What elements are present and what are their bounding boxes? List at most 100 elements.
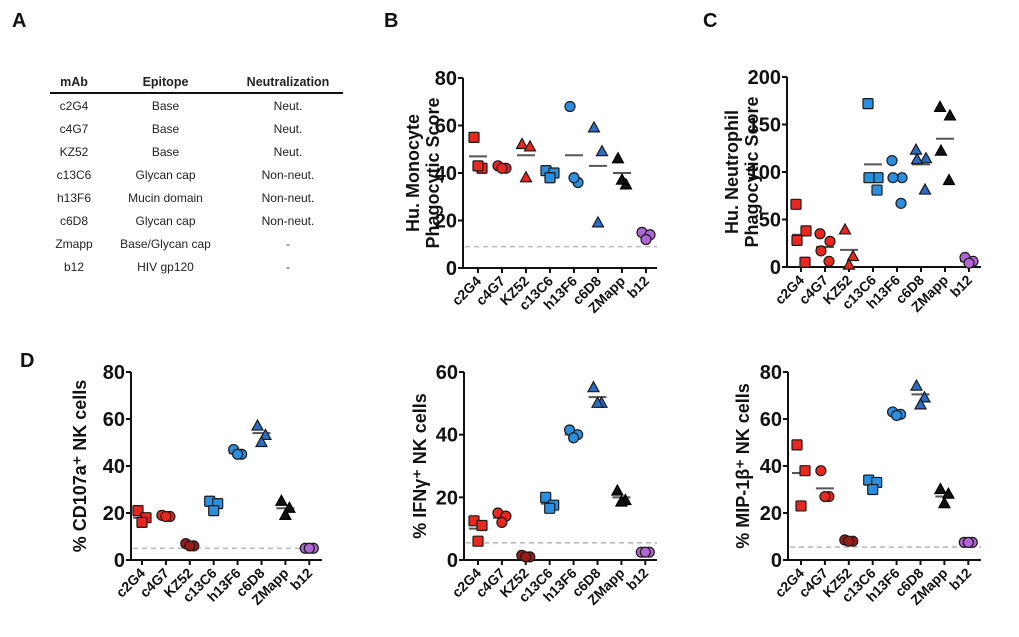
data-point-square <box>867 483 879 496</box>
y-axis-label-b: Phagocytic Score <box>423 97 443 248</box>
data-point-triangle <box>523 139 537 152</box>
data-point-triangle <box>910 152 924 165</box>
data-point-triangle <box>274 494 288 506</box>
table-row: Zmapp Base/Glycan cap - <box>50 232 343 255</box>
cell-neutralization: Non-neut. <box>261 167 315 182</box>
data-point-circle <box>160 510 172 523</box>
data-point-square <box>863 172 875 184</box>
panel-label-a: A <box>12 10 27 32</box>
table-row: KZ52 Base Neut. <box>50 140 343 163</box>
data-point-circle <box>520 551 532 563</box>
data-point-triangle <box>590 396 605 408</box>
y-tick-label-d3: 60 <box>760 409 782 431</box>
data-point-circle <box>232 448 244 460</box>
table-row: c2G4 Base Neut. <box>50 94 343 117</box>
data-point-circle <box>819 490 831 503</box>
data-point-triangle <box>586 380 601 393</box>
data-point-triangle <box>933 100 947 113</box>
cell-mab: KZ52 <box>59 144 89 159</box>
data-point-circle <box>568 172 580 184</box>
y-tick-label-b: 80 <box>435 68 457 90</box>
cell-neutralization: - <box>286 236 290 251</box>
panel-label-c: C <box>703 10 718 32</box>
y-axis-label-d1: % CD107a⁺ NK cells <box>70 380 90 553</box>
data-point-circle <box>564 100 576 113</box>
data-point-circle <box>843 535 855 547</box>
data-point-circle <box>814 228 826 240</box>
data-point-triangle <box>258 428 273 441</box>
y-axis-label-b: Hu. Monocyte <box>403 114 423 232</box>
data-point-triangle <box>254 435 269 448</box>
data-point-square <box>544 172 556 184</box>
mab-table: mAb Epitope Neutralization c2G4 Base Neut.… <box>50 72 343 278</box>
table-row: h13F6 Mucin domain Non-neut. <box>50 186 343 209</box>
data-point-triangle <box>610 483 624 496</box>
y-tick-label-c: 50 <box>759 210 781 232</box>
data-point-circle <box>496 162 508 174</box>
data-point-circle <box>962 536 974 548</box>
data-point-triangle <box>595 144 609 157</box>
data-point-square <box>540 491 552 503</box>
data-point-square <box>799 465 811 477</box>
data-point-circle <box>815 465 827 477</box>
data-point-circle <box>639 546 651 558</box>
y-tick-label-d2: 60 <box>436 362 458 384</box>
data-point-triangle <box>941 486 955 499</box>
data-point-circle <box>890 409 903 422</box>
data-point-square <box>136 516 148 529</box>
data-point-square <box>790 198 802 210</box>
data-point-triangle <box>515 137 529 150</box>
y-tick-label-d1: 0 <box>114 550 125 572</box>
data-point-triangle <box>614 494 628 507</box>
y-tick-label-d2: 0 <box>447 550 458 572</box>
data-point-square <box>791 439 803 451</box>
cell-epitope: Base/Glycan cap <box>120 236 211 251</box>
cell-epitope: Base <box>151 144 180 159</box>
data-point-triangle <box>838 222 852 235</box>
data-point-square <box>791 234 803 246</box>
x-tick-label-d3: b12 <box>946 565 975 594</box>
data-point-triangle <box>278 508 292 520</box>
y-tick-label-c: 100 <box>748 162 781 184</box>
x-tick-label-d1: b12 <box>287 565 316 594</box>
cell-neutralization: Neut. <box>273 144 303 159</box>
y-tick-label-b: 60 <box>435 116 457 138</box>
cell-epitope: Mucin domain <box>128 190 203 205</box>
y-tick-label-b: 20 <box>435 211 457 233</box>
panel-label-d: D <box>20 350 35 372</box>
data-point-circle <box>567 432 580 444</box>
data-point-triangle <box>282 501 296 513</box>
cell-epitope: Glycan cap <box>135 213 196 228</box>
data-point-triangle <box>909 378 924 391</box>
data-point-square <box>800 225 812 237</box>
cell-neutralization: Neut. <box>273 121 303 136</box>
data-point-triangle <box>587 120 601 133</box>
y-tick-label-d1: 40 <box>103 456 125 478</box>
data-point-triangle <box>611 151 625 164</box>
data-point-triangle <box>846 249 860 262</box>
data-point-circle <box>824 235 836 247</box>
data-point-square <box>208 505 220 517</box>
data-point-triangle <box>519 170 533 183</box>
x-tick-label-c: b12 <box>947 272 976 301</box>
y-tick-label-c: 200 <box>748 67 781 89</box>
y-tick-label-d1: 20 <box>103 503 125 525</box>
data-point-square <box>871 184 883 196</box>
data-point-triangle <box>943 108 957 121</box>
y-tick-label-b: 0 <box>446 258 457 280</box>
cell-neutralization: Non-neut. <box>261 190 315 205</box>
data-point-square <box>862 97 874 110</box>
cell-mab: c2G4 <box>59 98 89 113</box>
cell-epitope: HIV gp120 <box>137 259 194 274</box>
data-point-triangle <box>909 142 923 155</box>
data-point-square <box>476 519 488 532</box>
cell-neutralization: - <box>286 259 290 274</box>
data-point-triangle <box>615 172 629 185</box>
cell-epitope: Glycan cap <box>135 167 196 182</box>
data-point-triangle <box>250 418 265 431</box>
data-point-square <box>468 131 480 143</box>
header-epitope: Epitope <box>142 75 189 89</box>
x-tick-label-d2: b12 <box>623 565 652 594</box>
y-tick-label-d3: 80 <box>760 362 782 384</box>
